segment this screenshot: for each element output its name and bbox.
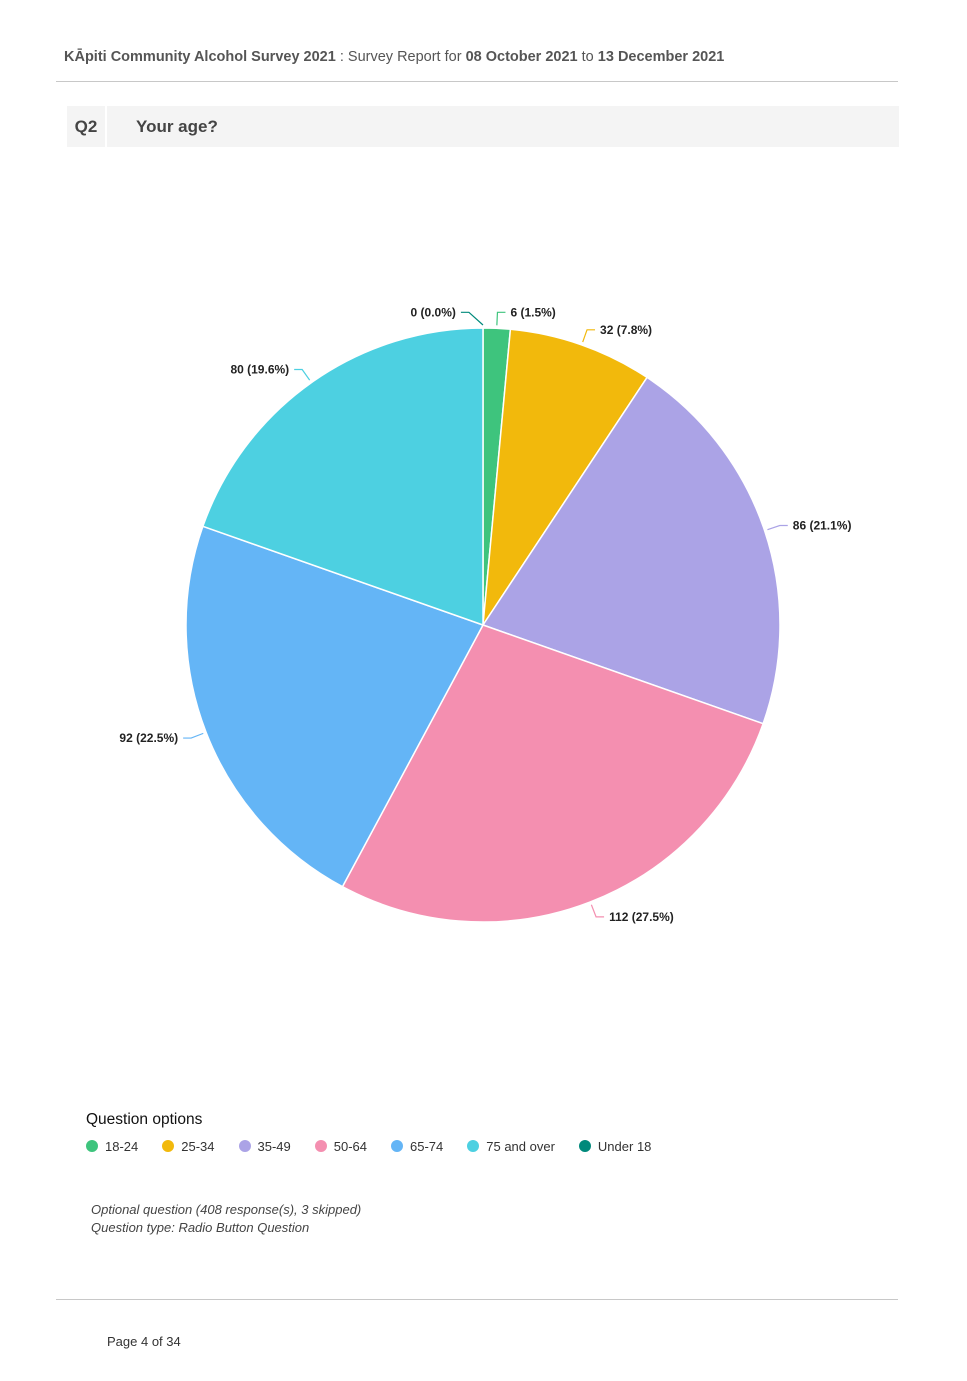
- legend-label: 35-49: [257, 1138, 291, 1154]
- leader-line: [294, 368, 311, 381]
- pie-chart: 0 (0.0%) 6 (1.5%) 32 (7.8%) 86 (21.1%) 112 (…: [119, 305, 851, 924]
- legend-item: 50-64: [314, 1138, 367, 1154]
- data-label: 92 (22.5%): [119, 731, 178, 745]
- legend-item: 25-34: [162, 1138, 215, 1154]
- legend-item: 75 and over: [467, 1139, 555, 1154]
- legend-label: 25-34: [181, 1138, 215, 1154]
- legend-dot-icon: [86, 1140, 98, 1152]
- legend-label: Under 18: [597, 1138, 652, 1154]
- start-date: 08 October 2021: [465, 49, 578, 65]
- data-label: 86 (21.1%): [793, 519, 852, 533]
- legend-dot-icon: [578, 1140, 591, 1152]
- leader-line: [183, 732, 204, 739]
- legend-item: 18-24: [86, 1139, 138, 1154]
- leader-line: [496, 311, 506, 326]
- pie-data-labels: 0 (0.0%) 6 (1.5%) 32 (7.8%) 86 (21.1%) 112 (…: [119, 305, 851, 924]
- question-text: Your age?: [136, 117, 218, 136]
- legend-item: 65-74: [391, 1139, 443, 1154]
- leader-line: [767, 524, 788, 531]
- question-number: Q2: [67, 106, 107, 147]
- leader-line: [590, 904, 605, 918]
- legend-dot-icon: [314, 1140, 327, 1152]
- response-note: Optional question (408 response(s), 3 sk…: [91, 1202, 362, 1217]
- pie-slice-65-74: [185, 525, 485, 888]
- question-notes: Optional question (408 response(s), 3 sk…: [91, 1201, 361, 1237]
- legend-label: 75 and over: [486, 1138, 555, 1154]
- pie-slice-25-34: [482, 328, 649, 626]
- legend-label: 65-74: [410, 1138, 444, 1154]
- leader-line: [460, 311, 484, 326]
- legend-dot-icon: [238, 1140, 251, 1152]
- pie-leader-lines: [183, 311, 788, 918]
- legend-label: 50-64: [333, 1138, 367, 1154]
- end-date: 13 December 2021: [597, 49, 725, 65]
- survey-name: KĀpiti Community Alcohol Survey 2021: [64, 49, 336, 65]
- question-bar: Q2 Your age?: [67, 106, 899, 147]
- legend-dot-icon: [162, 1140, 175, 1152]
- data-label: 6 (1.5%): [510, 305, 555, 319]
- data-label: 112 (27.5%): [609, 910, 674, 924]
- legend-item: Under 18: [578, 1138, 652, 1154]
- data-label: 32 (7.8%): [600, 323, 652, 337]
- legend: 18-24 25-34 35-49 50-64 65-74 75 and over Unde…: [86, 1137, 675, 1155]
- data-label: 80 (19.6%): [230, 363, 289, 377]
- question-type-note: Question type: Radio Button Question: [91, 1220, 310, 1235]
- footer-divider: [56, 1299, 898, 1300]
- header-divider: [56, 81, 898, 82]
- legend-item: 35-49: [238, 1138, 291, 1154]
- to-word: to: [577, 49, 598, 65]
- header-separator: :: [335, 49, 348, 65]
- pie-slice-75-and-over: [201, 327, 484, 627]
- pie-slice-35-49: [481, 376, 781, 725]
- page-number: Page 4 of 34: [107, 1334, 181, 1349]
- data-label: 0 (0.0%): [411, 305, 456, 319]
- legend-title: Question options: [86, 1111, 203, 1128]
- report-header: KĀpiti Community Alcohol Survey 2021 : S…: [64, 49, 904, 65]
- pie-slices: [185, 327, 781, 923]
- legend-label: 18-24: [105, 1138, 139, 1154]
- leader-line: [582, 329, 596, 343]
- legend-dot-icon: [467, 1140, 480, 1152]
- legend-dot-icon: [391, 1140, 403, 1152]
- report-prefix: Survey Report for: [347, 49, 466, 65]
- pie-slice-50-64: [341, 624, 765, 923]
